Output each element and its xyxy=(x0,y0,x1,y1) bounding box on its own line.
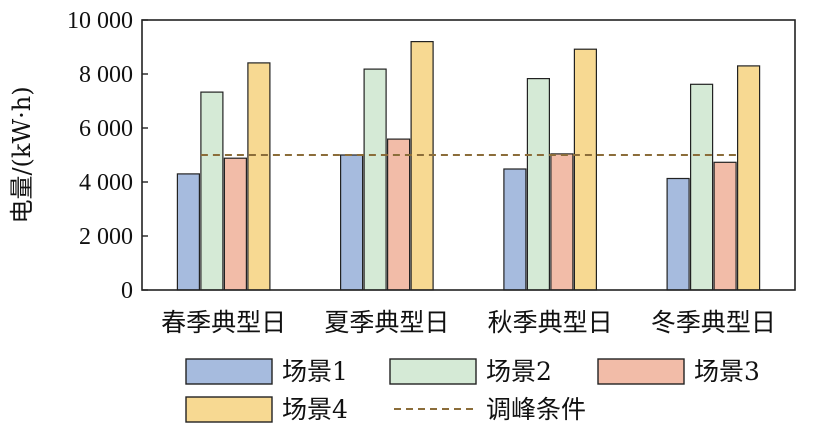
legend-swatch-2 xyxy=(389,358,477,385)
x-category-label-3: 秋季典型日 xyxy=(488,308,613,337)
legend-label-2: 场景2 xyxy=(486,357,552,386)
bar-2-4 xyxy=(689,83,714,291)
y-axis-title: 电量/(kW·h) xyxy=(8,86,36,223)
bar-3-4 xyxy=(713,161,737,291)
x-category-label-4: 冬季典型日 xyxy=(651,308,776,337)
plot-frame xyxy=(141,19,796,291)
bar-4-3 xyxy=(573,48,598,291)
x-category-label-2: 夏季典型日 xyxy=(324,308,449,337)
legend-swatch-4 xyxy=(185,396,273,423)
bar-2-2 xyxy=(363,68,387,291)
x-category-label-1: 春季典型日 xyxy=(161,308,286,337)
y-tick-label-2: 4 000 xyxy=(79,170,133,196)
bar-1-2 xyxy=(340,154,364,291)
legend-swatch-1 xyxy=(185,358,273,385)
bar-1-4 xyxy=(666,177,690,291)
legend-label-4: 场景4 xyxy=(282,395,348,424)
y-tick-label-1: 2 000 xyxy=(79,224,133,250)
bar-4-2 xyxy=(410,40,434,291)
bar-3-2 xyxy=(387,138,411,291)
bar-2-1 xyxy=(200,91,224,291)
bar-3-1 xyxy=(223,157,247,291)
bar-4-4 xyxy=(736,65,761,291)
legend-swatch-3 xyxy=(597,358,685,385)
legend-label-reference: 调峰条件 xyxy=(486,395,586,424)
bar-1-1 xyxy=(176,173,200,291)
y-tick-label-3: 6 000 xyxy=(79,116,133,142)
bar-1-3 xyxy=(503,168,527,291)
bar-2-3 xyxy=(526,77,551,291)
legend-label-3: 场景3 xyxy=(694,357,760,386)
bar-3-3 xyxy=(550,153,574,291)
legend-label-1: 场景1 xyxy=(282,357,348,386)
y-tick-label-5: 10 000 xyxy=(67,8,133,34)
y-tick-label-4: 8 000 xyxy=(79,62,133,88)
y-tick-label-0: 0 xyxy=(121,278,133,304)
bar-4-1 xyxy=(247,62,271,291)
